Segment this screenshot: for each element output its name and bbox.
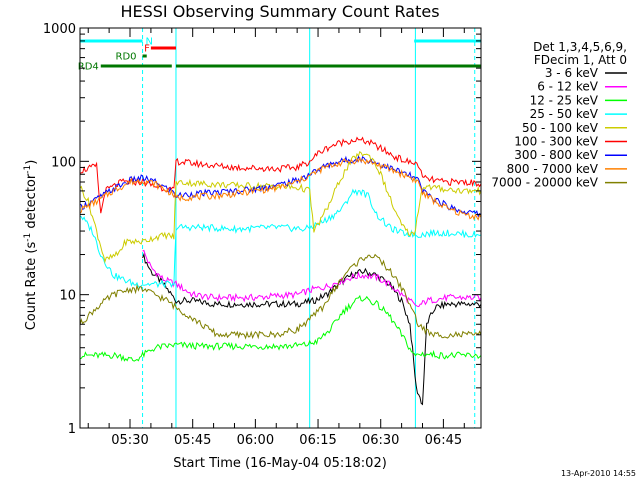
y-axis-label: Count Rate (s-1 detector-1) xyxy=(23,160,39,331)
legend-label-6: 300 - 800 keV xyxy=(514,148,598,162)
state-label-rd0: RD0 xyxy=(116,52,137,63)
chart-title: HESSI Observing Summary Count Rates xyxy=(120,2,439,21)
series-line-5 xyxy=(80,136,481,214)
legend-header-line2: FDecim 1, Att 0 xyxy=(534,53,627,67)
x-tick-label-0: 05:30 xyxy=(111,433,148,448)
plot-frame xyxy=(79,27,482,429)
plot-area: NF RD0 RD4 xyxy=(78,28,481,428)
y-axis: 1 10 100 1000 xyxy=(43,22,481,437)
y-axis-label-part3: ) xyxy=(24,160,39,165)
legend-label-3: 25 - 50 keV xyxy=(530,107,599,121)
legend-label-4: 50 - 100 keV xyxy=(522,121,599,135)
x-tick-label-5: 06:45 xyxy=(425,433,462,448)
x-tick-label-4: 06:30 xyxy=(362,433,399,448)
series-line-0 xyxy=(142,252,481,406)
legend-label-2: 12 - 25 keV xyxy=(530,93,599,107)
legend-label-5: 100 - 300 keV xyxy=(514,135,598,149)
legend-label-8: 7000 - 20000 keV xyxy=(491,176,598,190)
footer-timestamp: 13-Apr-2010 14:55 xyxy=(561,469,636,478)
x-axis: 05:30 05:45 06:00 06:15 06:30 06:45 xyxy=(87,28,465,448)
legend-label-0: 3 - 6 keV xyxy=(545,66,599,80)
y-axis-label-sup2: -1 xyxy=(23,165,33,174)
y-tick-label-2: 100 xyxy=(51,155,76,170)
legend-header-line1: Det 1,3,4,5,6,9, xyxy=(533,40,627,54)
x-tick-label-2: 06:00 xyxy=(237,433,274,448)
legend-label-7: 800 - 7000 keV xyxy=(507,162,599,176)
series-line-8 xyxy=(80,253,481,340)
x-axis-label: Start Time (16-May-04 05:18:02) xyxy=(173,456,387,471)
y-axis-label-sup1: -1 xyxy=(23,233,33,242)
y-axis-label-part1: Count Rate (s xyxy=(24,242,39,331)
series-line-6 xyxy=(80,155,481,218)
state-label-f: F xyxy=(144,44,150,55)
y-tick-label-1: 10 xyxy=(59,289,76,304)
state-label-n: N xyxy=(146,37,153,48)
series-line-2 xyxy=(80,294,481,362)
x-tick-label-1: 05:45 xyxy=(174,433,211,448)
plot-content xyxy=(80,28,481,428)
series-line-1 xyxy=(142,249,481,308)
state-label-rd4: RD4 xyxy=(78,62,99,73)
legend: Det 1,3,4,5,6,9, FDecim 1, Att 0 3 - 6 k… xyxy=(491,40,627,190)
y-tick-label-0: 1 xyxy=(68,422,76,437)
y-axis-label-part2: detector xyxy=(24,173,39,233)
y-tick-label-3: 1000 xyxy=(43,22,76,37)
legend-label-1: 6 - 12 keV xyxy=(537,80,599,94)
series-line-7 xyxy=(80,156,481,221)
x-tick-label-3: 06:15 xyxy=(299,433,336,448)
